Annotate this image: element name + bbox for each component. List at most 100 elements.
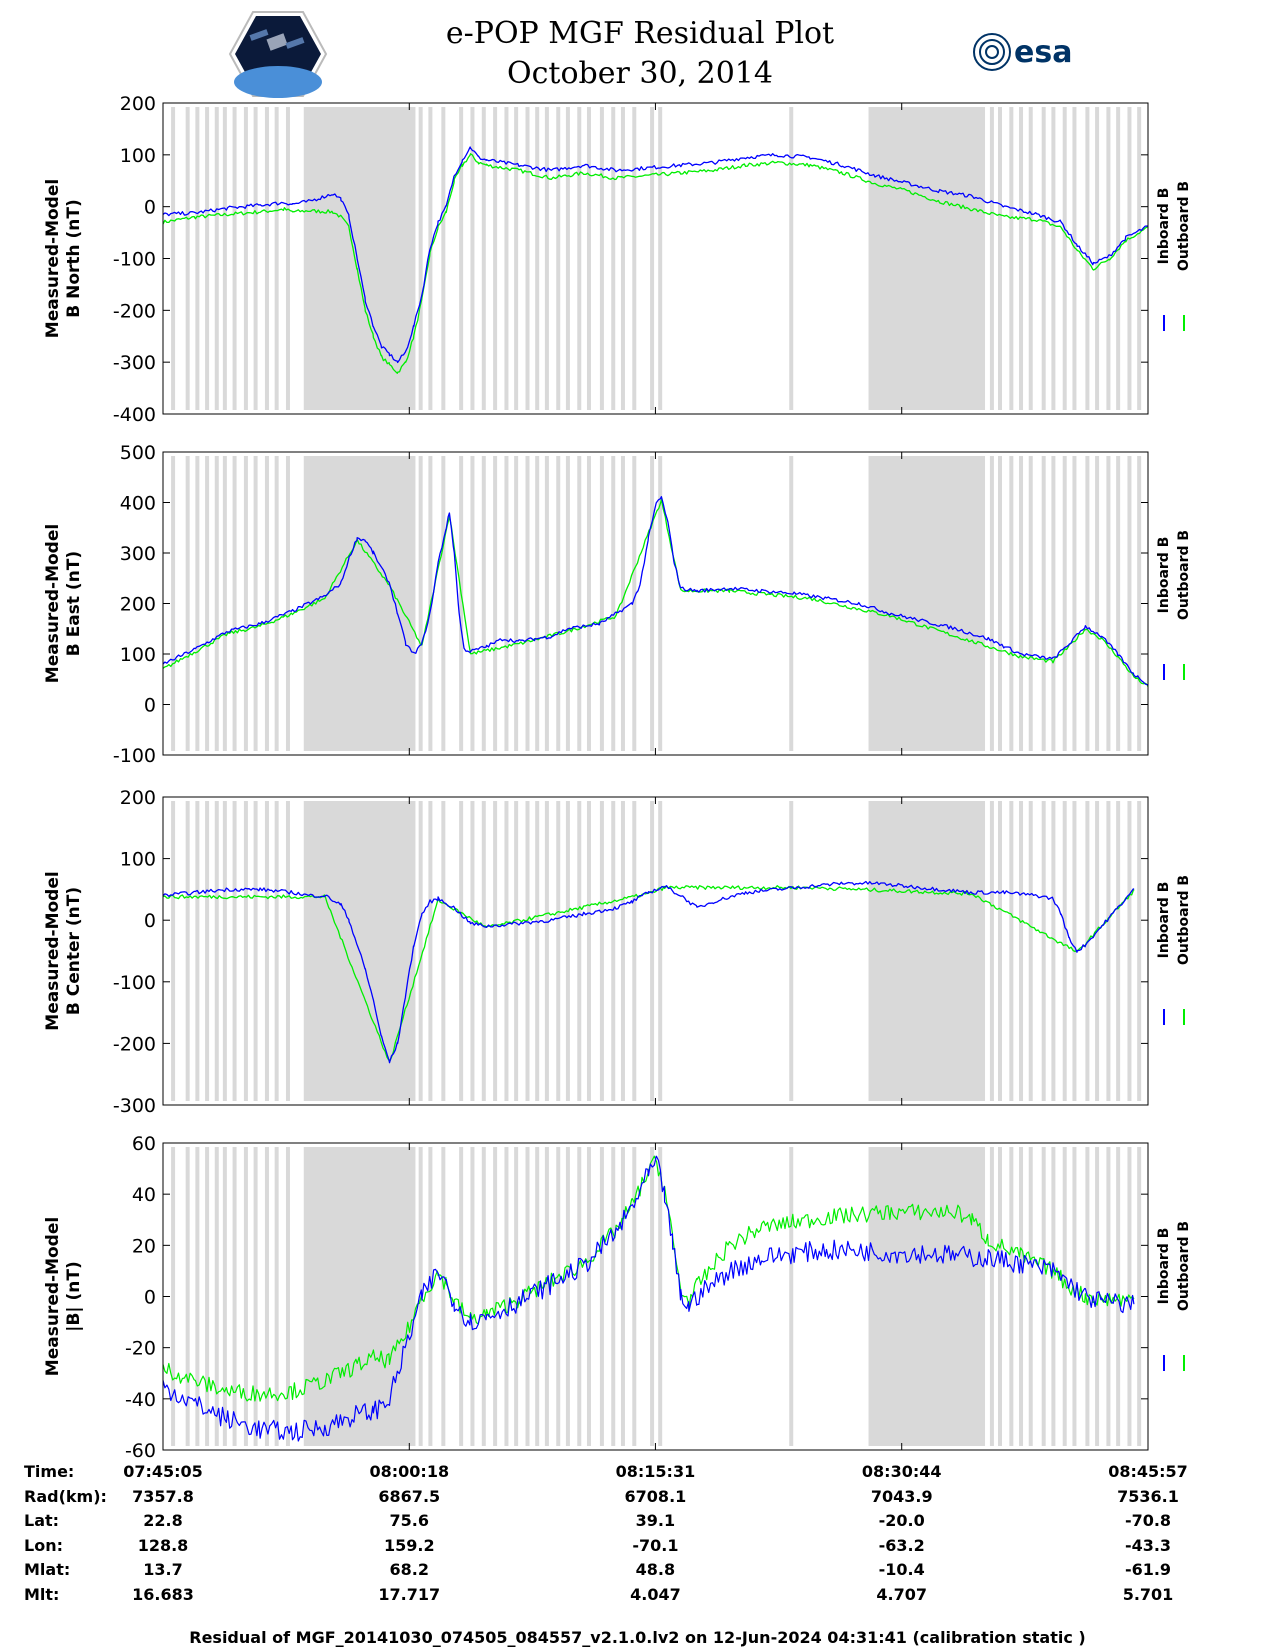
info-row: Time: 07:45:05 08:00:18 08:15:31 08:30:44 08:… xyxy=(0,1462,1275,1484)
info-value: 48.8 xyxy=(635,1560,676,1579)
y-tick-label: 0 xyxy=(144,197,156,219)
shade-bar xyxy=(232,801,237,1101)
shade-block xyxy=(868,107,986,410)
shade-bar xyxy=(171,1147,176,1446)
shade-bar xyxy=(577,801,582,1101)
shade-bar xyxy=(997,456,1002,751)
series-group xyxy=(163,1155,1135,1442)
shade-bar xyxy=(620,107,625,410)
shade-bar xyxy=(1072,456,1077,751)
y-tick-label: -100 xyxy=(113,972,156,994)
shade-bar xyxy=(243,456,248,751)
shade-bar xyxy=(205,107,210,410)
shade-bar xyxy=(481,801,486,1101)
shade-bar xyxy=(1137,801,1142,1101)
shade-bar xyxy=(997,107,1002,410)
y-tick-label: 200 xyxy=(120,594,156,616)
info-value: 08:15:31 xyxy=(615,1462,696,1481)
info-value: 4.707 xyxy=(876,1584,928,1604)
shade-bar xyxy=(1009,1147,1014,1446)
shade-bar xyxy=(525,1147,530,1446)
legend-label-inboard: Inboard B xyxy=(1156,882,1172,959)
shade-bar xyxy=(789,456,794,751)
shade-bar xyxy=(214,801,219,1101)
panel-b-east: -100 0 100 200 300 400 500 Measured-ModelB East… xyxy=(43,442,1192,767)
shade-bar xyxy=(418,107,423,410)
shade-bar xyxy=(264,1147,269,1446)
shade-bar xyxy=(205,801,210,1101)
info-value: 13.7 xyxy=(143,1560,183,1579)
shade-bar xyxy=(1051,456,1056,751)
info-value: 75.6 xyxy=(389,1511,430,1530)
legend: Inboard B Outboard B xyxy=(1156,530,1192,680)
shade-bar xyxy=(459,1147,464,1446)
y-tick-label: 100 xyxy=(120,644,156,666)
shade-bar xyxy=(535,801,540,1101)
shade-bar xyxy=(1062,107,1067,410)
shade-bar xyxy=(504,107,509,410)
shade-bar xyxy=(285,1147,290,1446)
shade-bar xyxy=(1127,456,1132,751)
shade-bar xyxy=(171,801,176,1101)
mission-logo xyxy=(228,11,328,98)
info-value: -61.9 xyxy=(1124,1560,1172,1579)
shade-bar xyxy=(599,1147,604,1446)
shade-bar xyxy=(205,456,210,751)
info-value: -43.3 xyxy=(1124,1535,1172,1555)
shade-bar xyxy=(1062,456,1067,751)
shade-bar xyxy=(253,107,258,410)
shade-bar xyxy=(632,456,637,751)
shade-bar xyxy=(428,801,433,1101)
info-value: 6867.5 xyxy=(378,1486,441,1506)
shade-bar xyxy=(544,1147,549,1446)
y-tick-label: 200 xyxy=(120,93,156,115)
legend-label-outboard: Outboard B xyxy=(1176,875,1192,965)
info-row-label: Time: xyxy=(24,1462,75,1481)
y-tick-label: -40 xyxy=(125,1389,156,1411)
shade-bar xyxy=(481,107,486,410)
shade-bar xyxy=(577,456,582,751)
y-tick-label: 40 xyxy=(132,1184,156,1206)
shade-bar xyxy=(253,1147,258,1446)
shade-bar xyxy=(481,1147,486,1446)
info-value: 7536.1 xyxy=(1117,1486,1179,1506)
shade-bar xyxy=(565,801,570,1101)
shade-bar xyxy=(789,107,794,410)
shade-bar xyxy=(514,1147,519,1446)
legend: Inboard B Outboard B xyxy=(1156,875,1192,1025)
shade-bar xyxy=(611,801,616,1101)
y-tick-label: 0 xyxy=(144,1287,156,1309)
shade-bar xyxy=(1095,107,1100,410)
shade-bar xyxy=(1062,801,1067,1101)
info-row-label: Mlat: xyxy=(24,1560,71,1579)
shade-bar xyxy=(253,801,258,1101)
legend-label-outboard: Outboard B xyxy=(1176,1221,1192,1311)
shade-bar xyxy=(1085,1147,1090,1446)
shade-bar xyxy=(1062,1147,1067,1446)
info-value: 16.683 xyxy=(132,1584,194,1604)
series-inboard xyxy=(163,146,1148,364)
shade-bar xyxy=(658,801,663,1101)
shade-bar xyxy=(264,107,269,410)
shade-bar xyxy=(470,107,475,410)
legend: Inboard B Outboard B xyxy=(1156,181,1192,331)
shade-bar xyxy=(243,1147,248,1446)
shade-bar xyxy=(650,456,655,751)
shade-bar xyxy=(195,801,200,1101)
shade-bar xyxy=(556,456,561,751)
chart-title: e-POP MGF Residual Plot October 30, 2014 xyxy=(380,14,900,94)
info-value: 22.8 xyxy=(143,1511,183,1530)
shade-bar xyxy=(650,107,655,410)
shade-bar xyxy=(418,801,423,1101)
shade-bar xyxy=(481,456,486,751)
info-value: -63.2 xyxy=(878,1535,925,1555)
shade-bar xyxy=(470,801,475,1101)
shade-bar xyxy=(214,107,219,410)
shade-bar xyxy=(586,107,591,410)
shade-bar xyxy=(1106,801,1111,1101)
shade-bar xyxy=(441,107,446,410)
shade-bar xyxy=(1137,456,1142,751)
info-value: 07:45:05 xyxy=(123,1462,203,1481)
shade-bar xyxy=(1127,107,1132,410)
shade-bar xyxy=(599,456,604,751)
